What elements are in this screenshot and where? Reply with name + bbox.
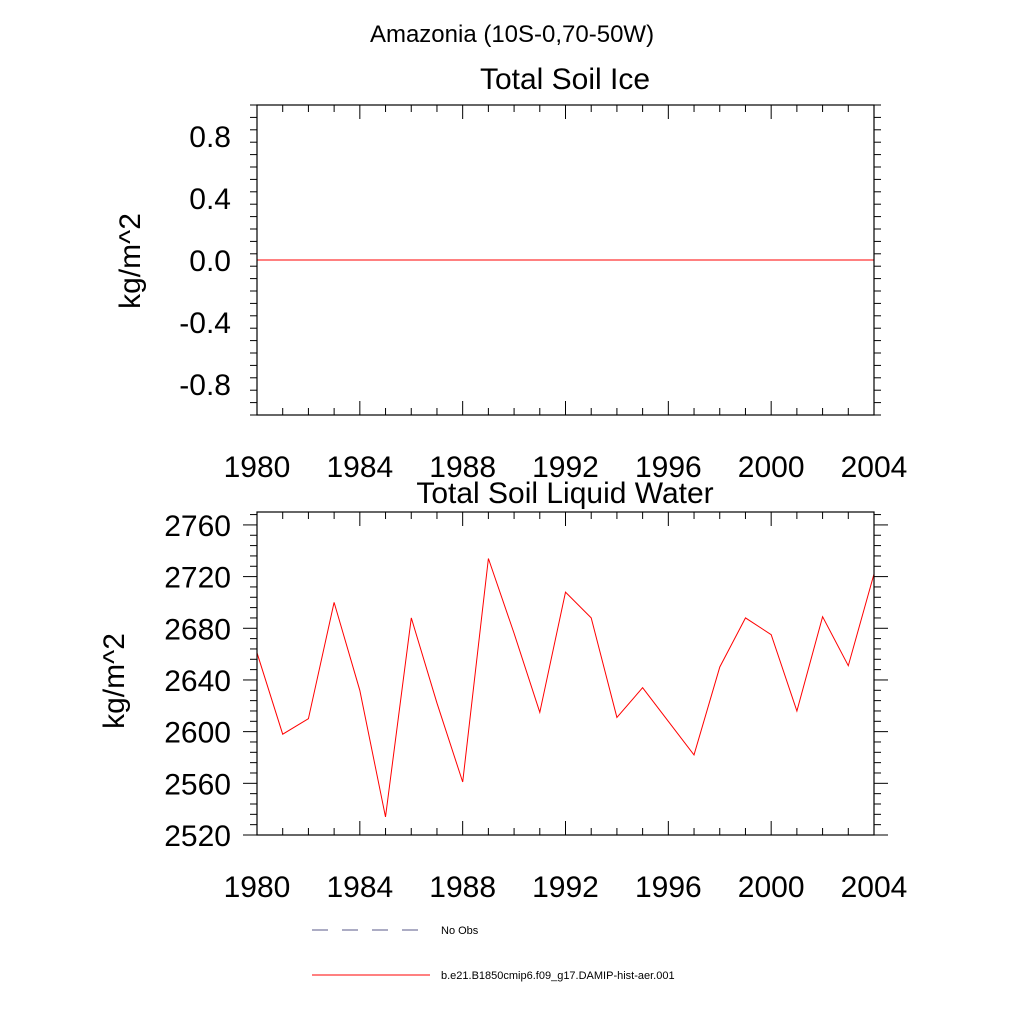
- y-axis-label: kg/m^2: [98, 633, 131, 729]
- y-tick-label: 2600: [164, 717, 231, 750]
- axis-ticks: [243, 512, 888, 836]
- y-tick-label: 2560: [164, 768, 231, 801]
- x-tick-label: 1996: [635, 451, 702, 484]
- x-tick-label: 1980: [224, 871, 291, 904]
- y-axis-label: kg/m^2: [114, 213, 147, 309]
- y-tick-label: 0.8: [189, 121, 231, 154]
- legend-label-series: b.e21.B1850cmip6.f09_g17.DAMIP-hist-aer.…: [441, 970, 675, 982]
- x-tick-label: 1984: [326, 451, 393, 484]
- y-tick-label: 0.0: [189, 245, 231, 278]
- y-tick-label: 2760: [164, 510, 231, 543]
- x-tick-label: 1996: [635, 871, 702, 904]
- x-tick-label: 1988: [429, 871, 496, 904]
- y-tick-label: 2680: [164, 613, 231, 646]
- x-tick-label: 1988: [429, 451, 496, 484]
- panel-total-soil-liquid-water: Total Soil Liquid Water kg/m^2 1980 1984 1…: [98, 477, 907, 904]
- x-tick-label: 1984: [326, 871, 393, 904]
- x-tick-label: 2000: [738, 871, 805, 904]
- y-tick-label: 2520: [164, 820, 231, 853]
- tick-labels: 1980 1984 1988 1992 1996 2000 2004 2760 2720 2680…: [164, 510, 907, 904]
- panel-total-soil-ice: Total Soil Ice kg/m^2 1980 1984 1988 1992 19…: [114, 63, 907, 484]
- y-tick-label: 2640: [164, 665, 231, 698]
- x-tick-label: 2000: [738, 451, 805, 484]
- x-tick-label: 1980: [224, 451, 291, 484]
- x-tick-label: 2004: [841, 451, 908, 484]
- series-line: [256, 558, 875, 817]
- axis-ticks: [250, 104, 881, 416]
- x-tick-label: 1992: [532, 451, 599, 484]
- plot-frame: [256, 104, 875, 416]
- panel-title: Total Soil Ice: [480, 63, 650, 96]
- plot-area: [256, 558, 875, 817]
- tick-labels: 1980 1984 1988 1992 1996 2000 2004 0.8 0.4 0.0 -0.…: [179, 121, 907, 484]
- legend-label-no-obs: No Obs: [441, 925, 479, 937]
- y-tick-label: 2720: [164, 562, 231, 595]
- y-tick-label: 0.4: [189, 183, 231, 216]
- x-tick-label: 1992: [532, 871, 599, 904]
- y-tick-label: -0.8: [179, 369, 231, 402]
- main-title: Amazonia (10S-0,70-50W): [370, 21, 654, 48]
- y-tick-label: -0.4: [179, 307, 231, 340]
- panel-title: Total Soil Liquid Water: [416, 477, 713, 510]
- legend: No Obs b.e21.B1850cmip6.f09_g17.DAMIP-hi…: [312, 925, 675, 982]
- plot-frame: [256, 511, 875, 836]
- x-tick-label: 2004: [841, 871, 908, 904]
